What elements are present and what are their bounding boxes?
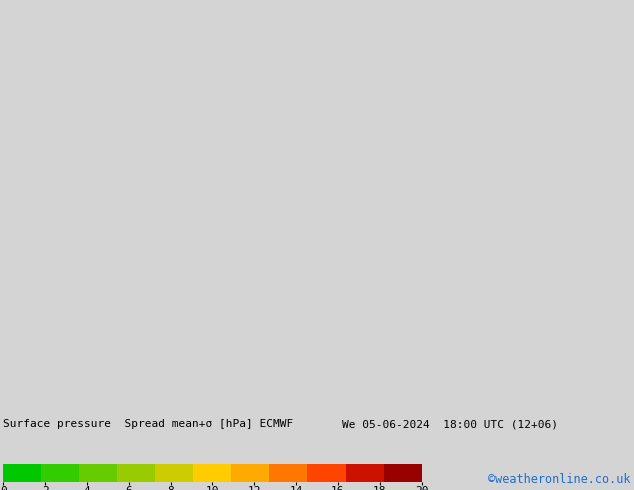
Bar: [3, 464, 41, 482]
Bar: [307, 464, 346, 482]
Bar: [155, 464, 193, 482]
Bar: [384, 464, 422, 482]
Text: ©weatheronline.co.uk: ©weatheronline.co.uk: [488, 473, 631, 487]
Text: Surface pressure  Spread mean+σ [hPa] ECMWF: Surface pressure Spread mean+σ [hPa] ECM…: [3, 419, 294, 429]
Bar: [346, 464, 384, 482]
Bar: [79, 464, 117, 482]
Text: We 05-06-2024  18:00 UTC (12+06): We 05-06-2024 18:00 UTC (12+06): [342, 419, 559, 429]
Bar: [269, 464, 307, 482]
Bar: [231, 464, 269, 482]
Bar: [193, 464, 231, 482]
Bar: [117, 464, 155, 482]
Bar: [41, 464, 79, 482]
